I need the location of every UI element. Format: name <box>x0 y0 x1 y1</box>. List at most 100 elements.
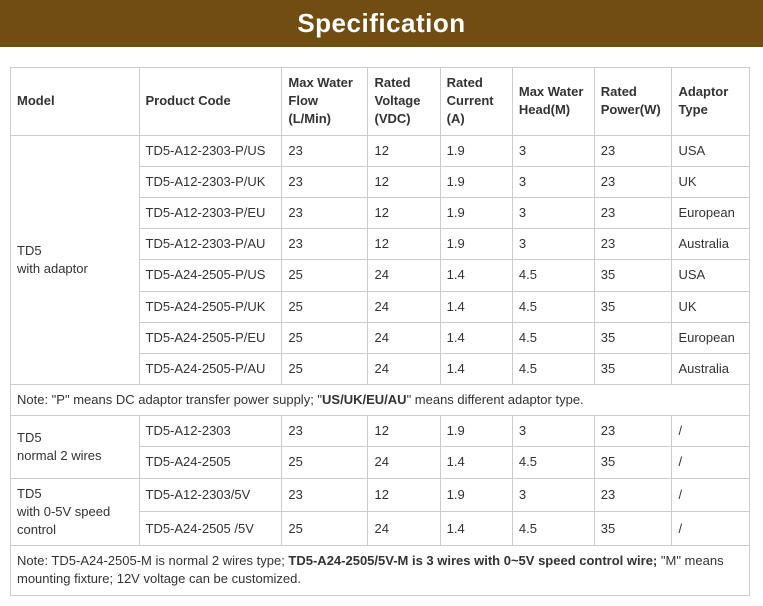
cell: 23 <box>594 166 672 197</box>
cell: 3 <box>512 229 594 260</box>
cell: 3 <box>512 478 594 512</box>
col-max-head: Max Water Head(M) <box>512 68 594 136</box>
cell: 12 <box>368 229 440 260</box>
col-max-flow: Max Water Flow (L/Min) <box>282 68 368 136</box>
note-row-1: Note: "P" means DC adaptor transfer powe… <box>11 385 750 416</box>
cell: 23 <box>282 197 368 228</box>
col-rated-voltage: Rated Voltage (VDC) <box>368 68 440 136</box>
cell: 23 <box>594 135 672 166</box>
cell: 25 <box>282 512 368 546</box>
cell: TD5-A12-2303-P/UK <box>139 166 282 197</box>
cell: 12 <box>368 416 440 447</box>
cell: 25 <box>282 353 368 384</box>
cell: 35 <box>594 447 672 478</box>
cell: 1.4 <box>440 512 512 546</box>
cell: 1.4 <box>440 353 512 384</box>
cell: TD5-A24-2505-P/EU <box>139 322 282 353</box>
note1-bold: US/UK/EU/AU <box>322 392 407 407</box>
cell: 24 <box>368 353 440 384</box>
note-cell: Note: TD5-A24-2505-M is normal 2 wires t… <box>11 546 750 595</box>
cell: TD5-A24-2505-P/US <box>139 260 282 291</box>
cell: European <box>672 322 750 353</box>
cell: 23 <box>282 229 368 260</box>
model-cell: TD5with adaptor <box>11 135 140 385</box>
note2-bold: TD5-A24-2505/5V-M is 3 wires with 0~5V s… <box>288 553 657 568</box>
cell: 3 <box>512 135 594 166</box>
col-adaptor-type: Adaptor Type <box>672 68 750 136</box>
cell: TD5-A12-2303-P/EU <box>139 197 282 228</box>
cell: 1.4 <box>440 260 512 291</box>
note-row-2: Note: TD5-A24-2505-M is normal 2 wires t… <box>11 546 750 595</box>
cell: 1.9 <box>440 197 512 228</box>
model-cell: TD5normal 2 wires <box>11 416 140 478</box>
title-bar: Specification <box>0 0 763 47</box>
specification-table: Model Product Code Max Water Flow (L/Min… <box>10 67 750 596</box>
cell: 3 <box>512 197 594 228</box>
cell: 4.5 <box>512 322 594 353</box>
cell: 24 <box>368 447 440 478</box>
cell: 4.5 <box>512 353 594 384</box>
cell: Australia <box>672 229 750 260</box>
table-body: TD5with adaptor TD5-A12-2303-P/US 23 12 … <box>11 135 750 595</box>
cell: TD5-A12-2303-P/US <box>139 135 282 166</box>
cell: TD5-A12-2303 <box>139 416 282 447</box>
cell: 4.5 <box>512 512 594 546</box>
table-row: TD5with adaptor TD5-A12-2303-P/US 23 12 … <box>11 135 750 166</box>
col-product-code: Product Code <box>139 68 282 136</box>
cell: / <box>672 447 750 478</box>
cell: 12 <box>368 197 440 228</box>
cell: 1.9 <box>440 166 512 197</box>
cell: 3 <box>512 166 594 197</box>
cell: 3 <box>512 416 594 447</box>
cell: TD5-A24-2505-P/AU <box>139 353 282 384</box>
model-cell: TD5with 0-5V speed control <box>11 478 140 546</box>
cell: 23 <box>594 416 672 447</box>
cell: 24 <box>368 512 440 546</box>
cell: 1.4 <box>440 447 512 478</box>
cell: / <box>672 416 750 447</box>
note-cell: Note: "P" means DC adaptor transfer powe… <box>11 385 750 416</box>
cell: 23 <box>282 135 368 166</box>
col-rated-current: Rated Current (A) <box>440 68 512 136</box>
cell: 1.4 <box>440 291 512 322</box>
cell: UK <box>672 291 750 322</box>
cell: TD5-A12-2303-P/AU <box>139 229 282 260</box>
cell: 4.5 <box>512 260 594 291</box>
cell: 23 <box>594 478 672 512</box>
cell: 24 <box>368 260 440 291</box>
cell: 1.9 <box>440 229 512 260</box>
cell: TD5-A24-2505-P/UK <box>139 291 282 322</box>
cell: 24 <box>368 291 440 322</box>
cell: 4.5 <box>512 447 594 478</box>
cell: 35 <box>594 353 672 384</box>
cell: 24 <box>368 322 440 353</box>
table-row: TD5with 0-5V speed control TD5-A12-2303/… <box>11 478 750 512</box>
cell: 35 <box>594 512 672 546</box>
cell: 23 <box>282 416 368 447</box>
cell: UK <box>672 166 750 197</box>
cell: European <box>672 197 750 228</box>
cell: 23 <box>282 166 368 197</box>
cell: 23 <box>282 478 368 512</box>
note1-post: " means different adaptor type. <box>407 392 584 407</box>
cell: TD5-A24-2505 <box>139 447 282 478</box>
cell: 12 <box>368 478 440 512</box>
cell: USA <box>672 135 750 166</box>
cell: 4.5 <box>512 291 594 322</box>
cell: 25 <box>282 291 368 322</box>
cell: 23 <box>594 229 672 260</box>
col-rated-power: Rated Power(W) <box>594 68 672 136</box>
note1-pre: Note: "P" means DC adaptor transfer powe… <box>17 392 322 407</box>
col-model: Model <box>11 68 140 136</box>
cell: Australia <box>672 353 750 384</box>
cell: USA <box>672 260 750 291</box>
table-row: TD5normal 2 wires TD5-A12-2303 23 12 1.9… <box>11 416 750 447</box>
cell: 1.9 <box>440 478 512 512</box>
cell: 23 <box>594 197 672 228</box>
cell: 12 <box>368 135 440 166</box>
cell: 1.9 <box>440 416 512 447</box>
cell: 12 <box>368 166 440 197</box>
cell: / <box>672 478 750 512</box>
cell: 35 <box>594 322 672 353</box>
cell: 35 <box>594 291 672 322</box>
